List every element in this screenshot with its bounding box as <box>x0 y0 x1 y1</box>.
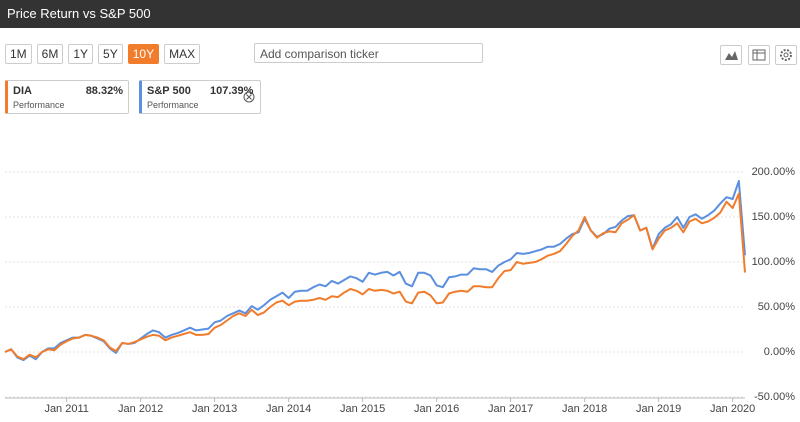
legend-value: 88.32% <box>85 85 123 97</box>
period-button[interactable]: 1Y <box>68 44 94 64</box>
x-tick-label: Jan 2016 <box>414 403 459 415</box>
x-tick-label: Jan 2017 <box>488 403 533 415</box>
legend-name: DIA <box>13 85 32 97</box>
x-tick-label: Jan 2019 <box>636 403 681 415</box>
search-input[interactable]: Add comparison ticker <box>254 43 483 63</box>
period-button[interactable]: 6M <box>36 44 64 64</box>
icon <box>780 49 792 61</box>
x-tick-label: Jan 2014 <box>266 403 311 415</box>
period-button[interactable]: 10Y <box>127 44 160 64</box>
x-tick-label: Jan 2013 <box>192 403 237 415</box>
icon <box>752 49 766 61</box>
icon <box>243 91 255 103</box>
period-button[interactable]: 5Y <box>98 44 123 64</box>
y-tick-label: 150.00% <box>752 211 796 223</box>
x-tick-label: Jan 2011 <box>44 403 88 415</box>
x-tick-label: Jan 2012 <box>118 403 163 415</box>
series-line <box>4 192 746 361</box>
legend-card: DIA 88.32% Performance <box>5 80 129 114</box>
table-button[interactable] <box>748 45 770 65</box>
y-tick-label: -50.00% <box>754 391 795 403</box>
legend-name: S&P 500 <box>147 85 191 97</box>
period-button[interactable]: MAX <box>164 44 201 64</box>
icon <box>725 51 738 60</box>
remove-button[interactable] <box>243 91 255 103</box>
x-tick-label: Jan 2020 <box>710 403 755 415</box>
legend-caption: Performance <box>147 100 199 110</box>
y-tick-label: 100.00% <box>752 256 796 268</box>
period-buttons: 1M 6M 1Y 5Y 10Y MAX <box>5 44 201 64</box>
legend-value: 107.39% <box>210 85 254 97</box>
x-tick-label: Jan 2018 <box>562 403 607 415</box>
legend-caption: Performance <box>13 100 65 110</box>
y-tick-label: 50.00% <box>758 301 796 313</box>
icon <box>246 94 252 100</box>
y-tick-label: 200.00% <box>752 166 796 178</box>
header-title: Price Return vs S&P 500 <box>0 0 800 28</box>
chart-type-button[interactable] <box>720 45 742 65</box>
period-button[interactable]: 1M <box>5 44 32 64</box>
y-tick-label: 0.00% <box>764 346 795 358</box>
x-tick-label: Jan 2015 <box>340 403 385 415</box>
legend-card: S&P 500 107.39% Performance <box>139 80 261 114</box>
series-line <box>4 180 746 362</box>
settings-button[interactable] <box>775 45 797 65</box>
